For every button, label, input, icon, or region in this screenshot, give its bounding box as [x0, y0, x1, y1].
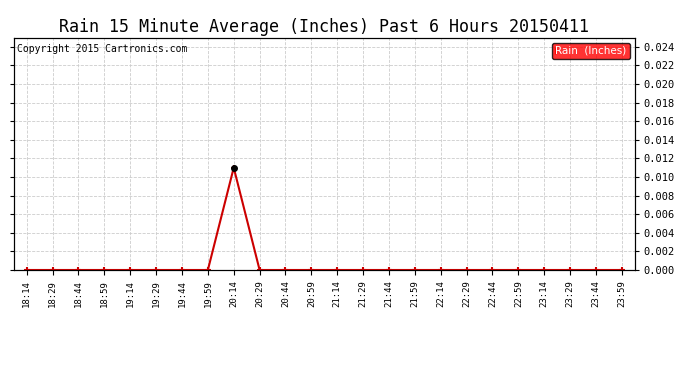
Text: Copyright 2015 Cartronics.com: Copyright 2015 Cartronics.com — [17, 45, 187, 54]
Legend: Rain  (Inches): Rain (Inches) — [552, 43, 629, 59]
Title: Rain 15 Minute Average (Inches) Past 6 Hours 20150411: Rain 15 Minute Average (Inches) Past 6 H… — [59, 18, 589, 36]
